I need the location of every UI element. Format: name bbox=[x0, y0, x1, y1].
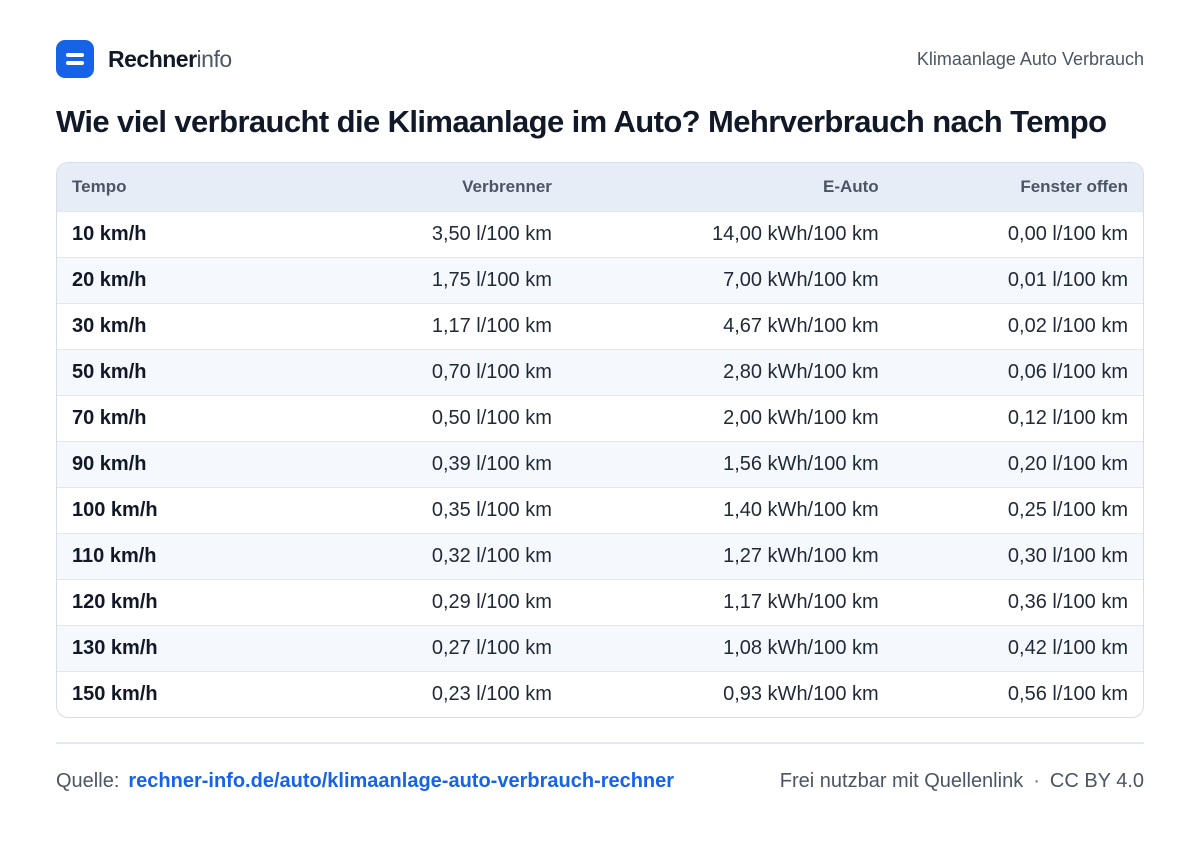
license-info: Frei nutzbar mit Quellenlink · CC BY 4.0 bbox=[780, 770, 1144, 793]
table-row: 90 km/h 0,39 l/100 km 1,56 kWh/100 km 0,20 … bbox=[57, 441, 1143, 487]
column-header-verbrenner: Verbrenner bbox=[462, 176, 552, 196]
cell-e-auto: 7,00 kWh/100 km bbox=[723, 268, 879, 291]
table-row: 120 km/h 0,29 l/100 km 1,17 kWh/100 km 0,36… bbox=[57, 579, 1143, 625]
cell-verbrenner: 0,29 l/100 km bbox=[431, 590, 552, 613]
page-header: Rechnerinfo Klimaanlage Auto Verbrauch bbox=[56, 40, 1144, 78]
cell-tempo: 130 km/h bbox=[72, 636, 158, 659]
table-row: 130 km/h 0,27 l/100 km 1,08 kWh/100 km 0,42… bbox=[57, 625, 1143, 671]
table-row: 110 km/h 0,32 l/100 km 1,27 kWh/100 km 0,30… bbox=[57, 533, 1143, 579]
cell-fenster-offen: 0,36 l/100 km bbox=[1007, 590, 1128, 613]
column-header-e-auto: E-Auto bbox=[822, 176, 879, 196]
table-row: 10 km/h 3,50 l/100 km 14,00 kWh/100 km 0,00… bbox=[57, 211, 1143, 257]
calculator-icon bbox=[56, 40, 94, 78]
table-body: 10 km/h 3,50 l/100 km 14,00 kWh/100 km 0,00… bbox=[57, 211, 1143, 717]
cell-tempo: 50 km/h bbox=[72, 360, 147, 383]
brand-logo[interactable]: Rechnerinfo bbox=[56, 40, 232, 78]
source-attribution: Quelle: rechner-info.de/auto/klimaanlage… bbox=[56, 770, 674, 793]
cell-tempo: 30 km/h bbox=[72, 314, 147, 337]
cell-tempo: 90 km/h bbox=[72, 452, 147, 475]
source-label: Quelle: bbox=[56, 769, 120, 792]
table-header-row: Tempo Verbrenner E-Auto Fenster offen bbox=[57, 163, 1143, 211]
cell-verbrenner: 0,50 l/100 km bbox=[431, 406, 552, 429]
cell-verbrenner: 3,50 l/100 km bbox=[431, 222, 552, 245]
column-header-tempo: Tempo bbox=[72, 176, 127, 196]
footer-divider bbox=[56, 742, 1144, 744]
cell-e-auto: 0,93 kWh/100 km bbox=[723, 682, 879, 705]
cell-fenster-offen: 0,20 l/100 km bbox=[1007, 452, 1128, 475]
table-row: 150 km/h 0,23 l/100 km 0,93 kWh/100 km 0,56… bbox=[57, 671, 1143, 717]
table-row: 20 km/h 1,75 l/100 km 7,00 kWh/100 km 0,01 … bbox=[57, 257, 1143, 303]
source-link[interactable]: rechner-info.de/auto/klimaanlage-auto-ve… bbox=[128, 769, 675, 792]
brand-name-strong: Rechner bbox=[108, 45, 197, 72]
usage-note: Frei nutzbar mit Quellenlink bbox=[779, 769, 1024, 792]
cell-e-auto: 14,00 kWh/100 km bbox=[711, 222, 879, 245]
cell-tempo: 20 km/h bbox=[72, 268, 147, 291]
cell-verbrenner: 0,70 l/100 km bbox=[431, 360, 552, 383]
cell-fenster-offen: 0,06 l/100 km bbox=[1007, 360, 1128, 383]
column-header-fenster-offen: Fenster offen bbox=[1020, 176, 1128, 196]
cell-tempo: 110 km/h bbox=[72, 544, 157, 567]
separator-dot: · bbox=[1033, 769, 1040, 792]
cell-e-auto: 1,56 kWh/100 km bbox=[723, 452, 879, 475]
cell-e-auto: 4,67 kWh/100 km bbox=[723, 314, 879, 337]
cell-e-auto: 1,08 kWh/100 km bbox=[723, 636, 879, 659]
cell-verbrenner: 0,32 l/100 km bbox=[431, 544, 552, 567]
cell-fenster-offen: 0,00 l/100 km bbox=[1007, 222, 1128, 245]
cell-verbrenner: 0,27 l/100 km bbox=[431, 636, 552, 659]
cell-fenster-offen: 0,01 l/100 km bbox=[1007, 268, 1128, 291]
table-row: 30 km/h 1,17 l/100 km 4,67 kWh/100 km 0,02 … bbox=[57, 303, 1143, 349]
license-label: CC BY 4.0 bbox=[1049, 769, 1144, 792]
brand-name-light: info bbox=[196, 45, 233, 72]
footer: Quelle: rechner-info.de/auto/klimaanlage… bbox=[56, 766, 1144, 796]
cell-tempo: 10 km/h bbox=[72, 222, 147, 245]
cell-fenster-offen: 0,56 l/100 km bbox=[1007, 682, 1128, 705]
consumption-table: Tempo Verbrenner E-Auto Fenster offen 10… bbox=[57, 163, 1143, 717]
cell-tempo: 70 km/h bbox=[72, 406, 147, 429]
cell-fenster-offen: 0,30 l/100 km bbox=[1007, 544, 1128, 567]
table-row: 100 km/h 0,35 l/100 km 1,40 kWh/100 km 0,25… bbox=[57, 487, 1143, 533]
cell-verbrenner: 0,23 l/100 km bbox=[431, 682, 552, 705]
table-row: 70 km/h 0,50 l/100 km 2,00 kWh/100 km 0,12 … bbox=[57, 395, 1143, 441]
brand-name: Rechnerinfo bbox=[108, 46, 232, 73]
table-row: 50 km/h 0,70 l/100 km 2,80 kWh/100 km 0,06 … bbox=[57, 349, 1143, 395]
cell-verbrenner: 1,75 l/100 km bbox=[431, 268, 552, 291]
cell-e-auto: 1,17 kWh/100 km bbox=[723, 590, 879, 613]
cell-fenster-offen: 0,42 l/100 km bbox=[1007, 636, 1128, 659]
cell-tempo: 150 km/h bbox=[72, 682, 158, 705]
cell-fenster-offen: 0,02 l/100 km bbox=[1007, 314, 1128, 337]
cell-e-auto: 1,40 kWh/100 km bbox=[723, 498, 879, 521]
cell-tempo: 100 km/h bbox=[72, 498, 158, 521]
cell-tempo: 120 km/h bbox=[72, 590, 158, 613]
page-title: Wie viel verbraucht die Klimaanlage im A… bbox=[56, 104, 1107, 139]
cell-verbrenner: 1,17 l/100 km bbox=[431, 314, 552, 337]
cell-verbrenner: 0,35 l/100 km bbox=[431, 498, 552, 521]
cell-fenster-offen: 0,12 l/100 km bbox=[1007, 406, 1128, 429]
cell-e-auto: 2,80 kWh/100 km bbox=[723, 360, 879, 383]
cell-verbrenner: 0,39 l/100 km bbox=[431, 452, 552, 475]
cell-e-auto: 1,27 kWh/100 km bbox=[723, 544, 879, 567]
consumption-table-card: Tempo Verbrenner E-Auto Fenster offen 10… bbox=[56, 162, 1144, 718]
header-topic: Klimaanlage Auto Verbrauch bbox=[916, 48, 1144, 69]
cell-e-auto: 2,00 kWh/100 km bbox=[723, 406, 879, 429]
cell-fenster-offen: 0,25 l/100 km bbox=[1007, 498, 1128, 521]
